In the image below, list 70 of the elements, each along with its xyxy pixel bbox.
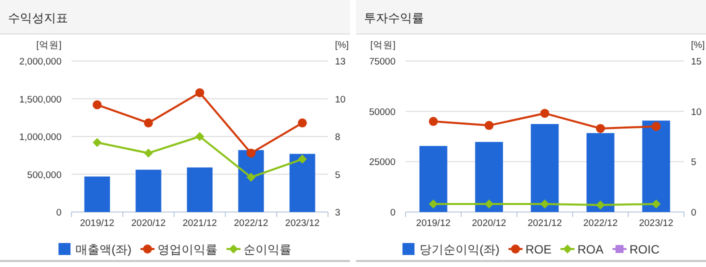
point (144, 148, 153, 158)
legend-label: ROE (525, 242, 552, 256)
x-tick-label: 2019/12 (80, 218, 114, 229)
x-tick-label: 2022/12 (583, 218, 618, 229)
y2-tick-label: 5 (335, 170, 340, 181)
y-axis-title: [억원] (370, 40, 396, 51)
point (246, 148, 256, 158)
y2-tick-label: 3 (335, 208, 340, 218)
bar (642, 120, 670, 212)
y-tick-label: 500,000 (27, 170, 62, 181)
bar (186, 167, 213, 212)
bar (530, 124, 559, 212)
y2-tick-label: 10 (335, 94, 346, 106)
point (195, 88, 204, 98)
point (652, 122, 661, 131)
legend-label: ROA (578, 242, 604, 256)
bar (290, 154, 316, 212)
point (195, 132, 204, 141)
y-tick-label: 75000 (369, 56, 396, 68)
point (596, 124, 605, 133)
y2-axis-title: [%] (335, 40, 349, 51)
bar (419, 146, 448, 212)
point (428, 199, 438, 208)
bar (136, 170, 162, 212)
y-tick-label: 25000 (369, 157, 396, 168)
legend-label: ROIC (630, 242, 660, 256)
y-tick-label: 1,500,000 (19, 94, 62, 106)
point (540, 108, 550, 118)
bar (586, 133, 614, 212)
bar (238, 150, 264, 212)
chart-title: 투자수익률 (364, 11, 424, 25)
y2-tick-label: 10 (691, 106, 702, 118)
y2-tick-label: 13 (335, 56, 346, 68)
y2-tick-label: 8 (335, 132, 340, 143)
chart-title: 수익성지표 (8, 11, 68, 25)
point (428, 116, 438, 126)
y-tick-label: 0 (390, 208, 396, 218)
x-tick-label: 2020/12 (472, 218, 506, 229)
y-tick-label: 2,000,000 (19, 56, 62, 68)
y2-axis-title: [%] (691, 40, 705, 51)
legend-label: 영업이익률 (158, 242, 218, 256)
y-axis-title: [억원] (36, 40, 62, 51)
point (540, 199, 550, 208)
point (652, 199, 661, 208)
point (484, 120, 494, 130)
x-tick-label: 2023/12 (638, 218, 674, 229)
point (246, 172, 256, 182)
y2-tick-label: 15 (691, 56, 702, 68)
y-tick-label: 50000 (369, 106, 396, 118)
legend-label: 매출액(좌) (76, 242, 132, 256)
x-tick-label: 2021/12 (182, 218, 217, 229)
y-tick-label: 1,000,000 (19, 132, 62, 143)
point (596, 200, 605, 210)
y-tick-label: 0 (56, 208, 62, 218)
point (144, 118, 153, 128)
y2-tick-label: 0 (691, 208, 696, 218)
point (298, 154, 307, 164)
point (92, 100, 102, 110)
x-tick-label: 2019/12 (416, 218, 451, 229)
y2-tick-label: 5 (691, 157, 696, 168)
legend-label: 순이익률 (244, 242, 292, 256)
point (298, 118, 307, 128)
x-tick-label: 2020/12 (131, 218, 166, 229)
x-tick-label: 2022/12 (234, 218, 268, 229)
point (92, 138, 102, 148)
bar (475, 142, 503, 212)
x-tick-label: 2021/12 (528, 218, 562, 229)
x-tick-label: 2023/12 (285, 218, 320, 229)
legend-label: 당기순이익(좌) (419, 242, 500, 256)
bar (84, 176, 110, 212)
